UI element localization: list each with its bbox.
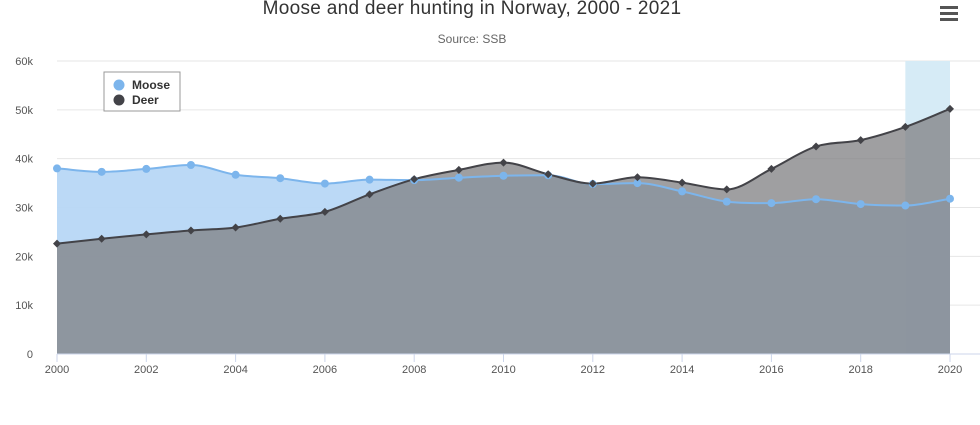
data-point-moose bbox=[946, 194, 954, 203]
data-point-moose bbox=[276, 174, 285, 183]
data-point-moose bbox=[186, 161, 195, 170]
menu-icon-bar bbox=[940, 18, 958, 21]
x-tick-label: 2020 bbox=[938, 364, 962, 376]
menu-icon-bar bbox=[940, 6, 958, 9]
data-point-moose bbox=[97, 167, 106, 176]
x-tick-label: 2002 bbox=[134, 364, 158, 376]
data-point-moose bbox=[812, 195, 821, 204]
x-tick-label: 2008 bbox=[402, 364, 426, 376]
series-area-deer bbox=[57, 108, 950, 355]
data-point-deer bbox=[186, 226, 195, 235]
y-tick-label: 50k bbox=[15, 105, 33, 117]
data-point-deer bbox=[410, 175, 419, 184]
data-point-moose bbox=[901, 201, 910, 210]
chart-title: Moose and deer hunting in Norway, 2000 -… bbox=[262, 0, 682, 19]
data-point-deer bbox=[767, 164, 776, 173]
data-point-moose bbox=[633, 179, 642, 188]
data-point-deer bbox=[142, 230, 151, 239]
x-tick-label: 2004 bbox=[223, 364, 247, 376]
data-point-deer bbox=[53, 239, 61, 248]
data-point-moose bbox=[142, 164, 151, 173]
x-tick-label: 2006 bbox=[313, 364, 337, 376]
data-point-moose bbox=[53, 164, 61, 173]
data-point-deer bbox=[722, 185, 731, 194]
legend-marker-deer bbox=[113, 94, 125, 106]
menu-icon-bar bbox=[940, 12, 958, 15]
x-tick-label: 2010 bbox=[491, 364, 515, 376]
data-point-deer bbox=[231, 223, 240, 232]
x-tick-label: 2000 bbox=[45, 364, 69, 376]
data-point-deer bbox=[320, 207, 329, 216]
data-point-deer bbox=[97, 234, 106, 243]
data-point-deer bbox=[588, 179, 597, 188]
data-point-deer bbox=[901, 122, 910, 131]
data-point-moose bbox=[231, 170, 240, 179]
data-point-deer bbox=[678, 178, 687, 187]
data-point-deer bbox=[633, 173, 642, 182]
data-point-moose bbox=[499, 171, 508, 180]
x-tick-label: 2014 bbox=[670, 364, 694, 376]
data-point-deer bbox=[856, 136, 865, 145]
x-tick-label: 2018 bbox=[848, 364, 872, 376]
x-tick-label: 2012 bbox=[581, 364, 605, 376]
data-point-deer bbox=[544, 170, 553, 179]
legend-label-moose: Moose bbox=[132, 78, 170, 92]
y-tick-label: 10k bbox=[15, 300, 33, 312]
data-point-moose bbox=[454, 173, 463, 182]
data-point-deer bbox=[499, 158, 508, 167]
y-tick-label: 30k bbox=[15, 203, 33, 215]
data-point-moose bbox=[767, 199, 776, 208]
data-point-deer bbox=[454, 165, 463, 174]
x-tick-label: 2016 bbox=[759, 364, 783, 376]
data-point-deer bbox=[276, 214, 285, 223]
data-point-moose bbox=[365, 175, 374, 184]
y-tick-label: 60k bbox=[15, 56, 33, 68]
y-tick-label: 0 bbox=[27, 349, 33, 361]
data-point-deer bbox=[365, 190, 374, 199]
data-point-moose bbox=[320, 179, 329, 188]
y-tick-label: 40k bbox=[15, 154, 33, 166]
chart-subtitle: Source: SSB bbox=[437, 32, 507, 46]
data-point-deer bbox=[946, 104, 954, 113]
legend-marker-moose bbox=[113, 79, 125, 91]
data-point-deer bbox=[812, 142, 821, 151]
data-point-moose bbox=[856, 200, 865, 209]
data-point-moose bbox=[722, 197, 731, 206]
legend-label-deer: Deer bbox=[132, 93, 159, 107]
y-tick-label: 20k bbox=[15, 251, 33, 263]
data-point-moose bbox=[678, 187, 687, 196]
chart-menu-button[interactable] bbox=[938, 4, 960, 22]
